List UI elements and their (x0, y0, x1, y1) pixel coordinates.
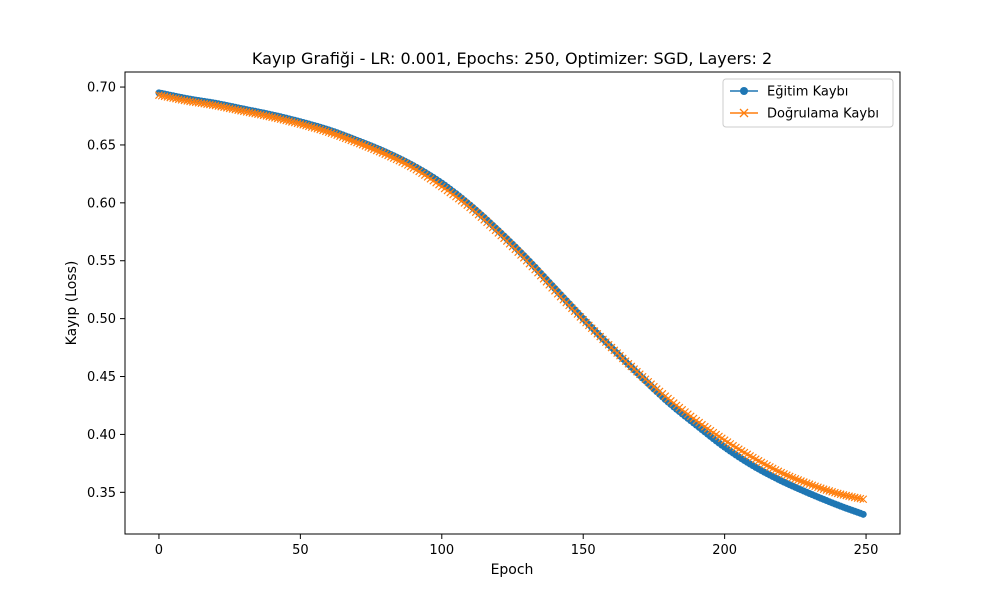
legend-box (722, 78, 894, 128)
chart-title: Kayıp Grafiği - LR: 0.001, Epochs: 250, … (252, 49, 772, 68)
data-point (293, 119, 302, 128)
data-point (856, 494, 865, 503)
data-point (290, 118, 299, 127)
plot-area (155, 89, 868, 518)
legend-label: Doğrulama Kaybı (767, 107, 879, 122)
legend: Eğitim Kaybı Doğrulama Kaybı (722, 78, 894, 128)
x-tick-label: 100 (429, 543, 454, 558)
data-point (822, 486, 831, 494)
data-point (285, 117, 293, 126)
y-tick-label: 0.70 (87, 81, 116, 96)
legend-label: Eğitim Kaybı (767, 85, 848, 100)
x-tick-label: 250 (854, 543, 879, 558)
axes-frame (124, 71, 901, 535)
legend-marker (740, 87, 748, 95)
legend-item: Doğrulama Kaybı (730, 107, 879, 122)
y-tick-label: 0.40 (87, 428, 116, 443)
data-point (310, 124, 319, 132)
data-point (816, 484, 825, 493)
x-tick-label: 0 (155, 543, 163, 558)
data-point (324, 128, 333, 137)
data-point (279, 115, 288, 124)
data-point (282, 116, 291, 125)
x-tick-label: 150 (571, 543, 596, 558)
y-tick-label: 0.35 (87, 486, 116, 501)
data-point (313, 124, 322, 133)
y-tick-label: 0.55 (87, 254, 116, 269)
data-point (327, 129, 336, 138)
y-tick-label: 0.60 (87, 196, 116, 211)
axes: 0 50 100 150 200 250 0.35 0.40 0.45 0.50 0.55 0.60 0… (87, 71, 901, 558)
series-validation-loss (155, 91, 868, 504)
data-point (831, 488, 839, 497)
data-point (825, 487, 834, 495)
data-point (299, 120, 308, 129)
y-tick-label: 0.65 (87, 138, 116, 153)
y-tick-label: 0.45 (87, 370, 116, 385)
data-point (316, 125, 325, 134)
y-tick-label: 0.50 (87, 312, 116, 327)
data-point (276, 115, 285, 124)
data-point (321, 127, 330, 136)
data-point (836, 490, 845, 499)
data-point (273, 114, 282, 123)
data-point (833, 489, 842, 498)
data-point (319, 126, 327, 135)
data-point (819, 485, 828, 494)
x-tick-label: 50 (292, 543, 309, 558)
data-point (859, 495, 868, 504)
y-axis-title: Kayıp (Loss) (64, 261, 80, 346)
data-point (828, 487, 837, 496)
x-tick-label: 200 (712, 543, 737, 558)
data-point (814, 483, 822, 492)
x-axis-title: Epoch (491, 562, 534, 578)
data-point (296, 120, 305, 129)
data-point (304, 122, 313, 131)
data-point (307, 123, 316, 132)
legend-item: Eğitim Kaybı (730, 85, 848, 100)
data-point (287, 117, 296, 126)
data-point (302, 121, 310, 130)
data-point (859, 510, 867, 518)
legend-marker (739, 108, 749, 118)
